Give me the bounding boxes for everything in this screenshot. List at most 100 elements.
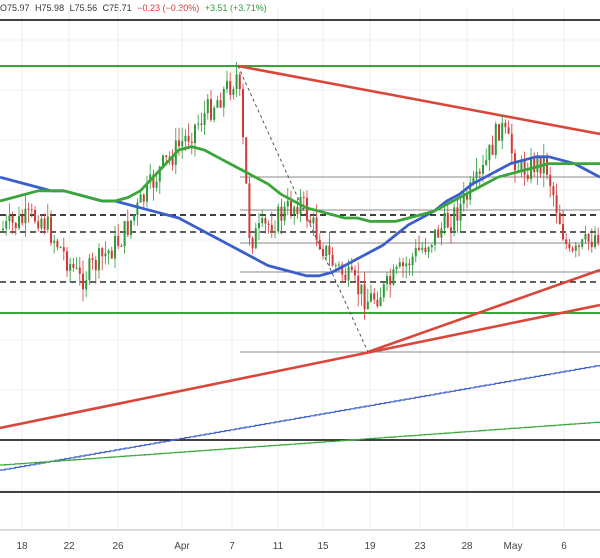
candle-body	[251, 238, 254, 249]
candle	[14, 221, 17, 236]
candle	[94, 256, 97, 284]
candle	[376, 291, 379, 309]
candle	[197, 114, 200, 131]
candle-body	[379, 297, 382, 307]
x-tick-label: 7	[229, 541, 235, 552]
candle-body	[98, 248, 100, 271]
candle-body	[421, 247, 424, 250]
candle-body	[325, 245, 328, 257]
candle-body	[82, 273, 84, 290]
candle-body	[443, 212, 446, 229]
candle	[5, 214, 8, 236]
candles	[2, 61, 600, 320]
candle-body	[373, 293, 376, 300]
stepped-line-blue	[0, 365, 600, 471]
candle	[395, 264, 398, 274]
x-tick-label: 6	[561, 541, 567, 552]
candle	[354, 265, 356, 282]
x-tick-label: Apr	[174, 541, 190, 552]
candle	[530, 147, 532, 184]
candle-body	[555, 195, 558, 213]
candle-body	[248, 183, 251, 239]
candle-body	[578, 245, 580, 247]
candle-body	[18, 215, 20, 229]
trend-line	[367, 268, 600, 354]
candle-body	[235, 74, 238, 90]
candle	[136, 198, 139, 226]
change-extra-value: +3.51 (+3.71%)	[204, 3, 267, 13]
candle-body	[162, 155, 164, 167]
candle	[309, 214, 312, 225]
candle	[219, 92, 222, 109]
candle-body	[571, 248, 574, 251]
candle-body	[85, 280, 88, 290]
candle-body	[494, 124, 497, 155]
candle	[565, 233, 568, 250]
candle-body	[117, 236, 120, 246]
candle-body	[53, 240, 56, 243]
moving-average-green	[0, 145, 600, 223]
candle	[11, 211, 14, 234]
candle-body	[152, 174, 155, 188]
candle	[27, 202, 30, 223]
candle	[373, 288, 376, 304]
candle-body	[389, 276, 392, 285]
candle-body	[562, 224, 564, 240]
candle	[274, 220, 276, 239]
candle-body	[210, 99, 212, 120]
candle	[466, 188, 468, 209]
candle-body	[242, 88, 244, 138]
candle-body	[459, 203, 462, 221]
candle-body	[328, 245, 331, 255]
candle-body	[491, 144, 494, 155]
candle-body	[510, 133, 513, 154]
candle-body	[30, 209, 33, 211]
candle	[510, 123, 513, 163]
candle-body	[219, 100, 222, 108]
trendlines	[0, 64, 600, 471]
candle-body	[66, 251, 68, 271]
candle	[110, 246, 113, 259]
candle-body	[56, 240, 59, 248]
candle-body	[485, 160, 488, 165]
candle-body	[267, 223, 270, 225]
candle-body	[21, 215, 24, 224]
x-tick-label: 23	[414, 541, 426, 552]
candle	[398, 257, 401, 269]
candle	[494, 121, 497, 160]
candle	[123, 220, 126, 254]
low-value: L75.56	[69, 3, 98, 13]
candle	[498, 123, 500, 142]
candle	[78, 256, 81, 286]
candle	[581, 238, 584, 250]
candle-body	[203, 113, 206, 125]
candle-body	[261, 217, 264, 224]
candle-body	[482, 164, 484, 174]
candle-body	[565, 239, 568, 244]
candle	[478, 168, 481, 187]
ohlc-legend: O75.97 H75.98 L75.56 C75.71 −0.23 (−0.30…	[0, 3, 270, 13]
x-tick-label: 15	[317, 541, 329, 552]
stepped-line-green	[0, 421, 600, 466]
candle	[232, 86, 235, 100]
candle-body	[418, 247, 420, 250]
candle-body	[338, 264, 340, 266]
candle	[558, 204, 561, 225]
candle	[229, 72, 232, 101]
candle	[50, 210, 52, 247]
candle	[549, 166, 552, 198]
candle	[88, 253, 91, 286]
candle-body	[366, 301, 369, 310]
candle	[245, 136, 248, 185]
candle-body	[450, 227, 452, 231]
candle	[37, 215, 40, 232]
candle-body	[155, 181, 158, 188]
x-tick-label: 26	[112, 541, 124, 552]
candle-body	[552, 186, 555, 196]
candle	[200, 112, 203, 132]
candle	[40, 213, 43, 231]
close-value: C75.71	[102, 3, 132, 13]
candle	[318, 233, 321, 251]
candle-body	[184, 136, 187, 142]
